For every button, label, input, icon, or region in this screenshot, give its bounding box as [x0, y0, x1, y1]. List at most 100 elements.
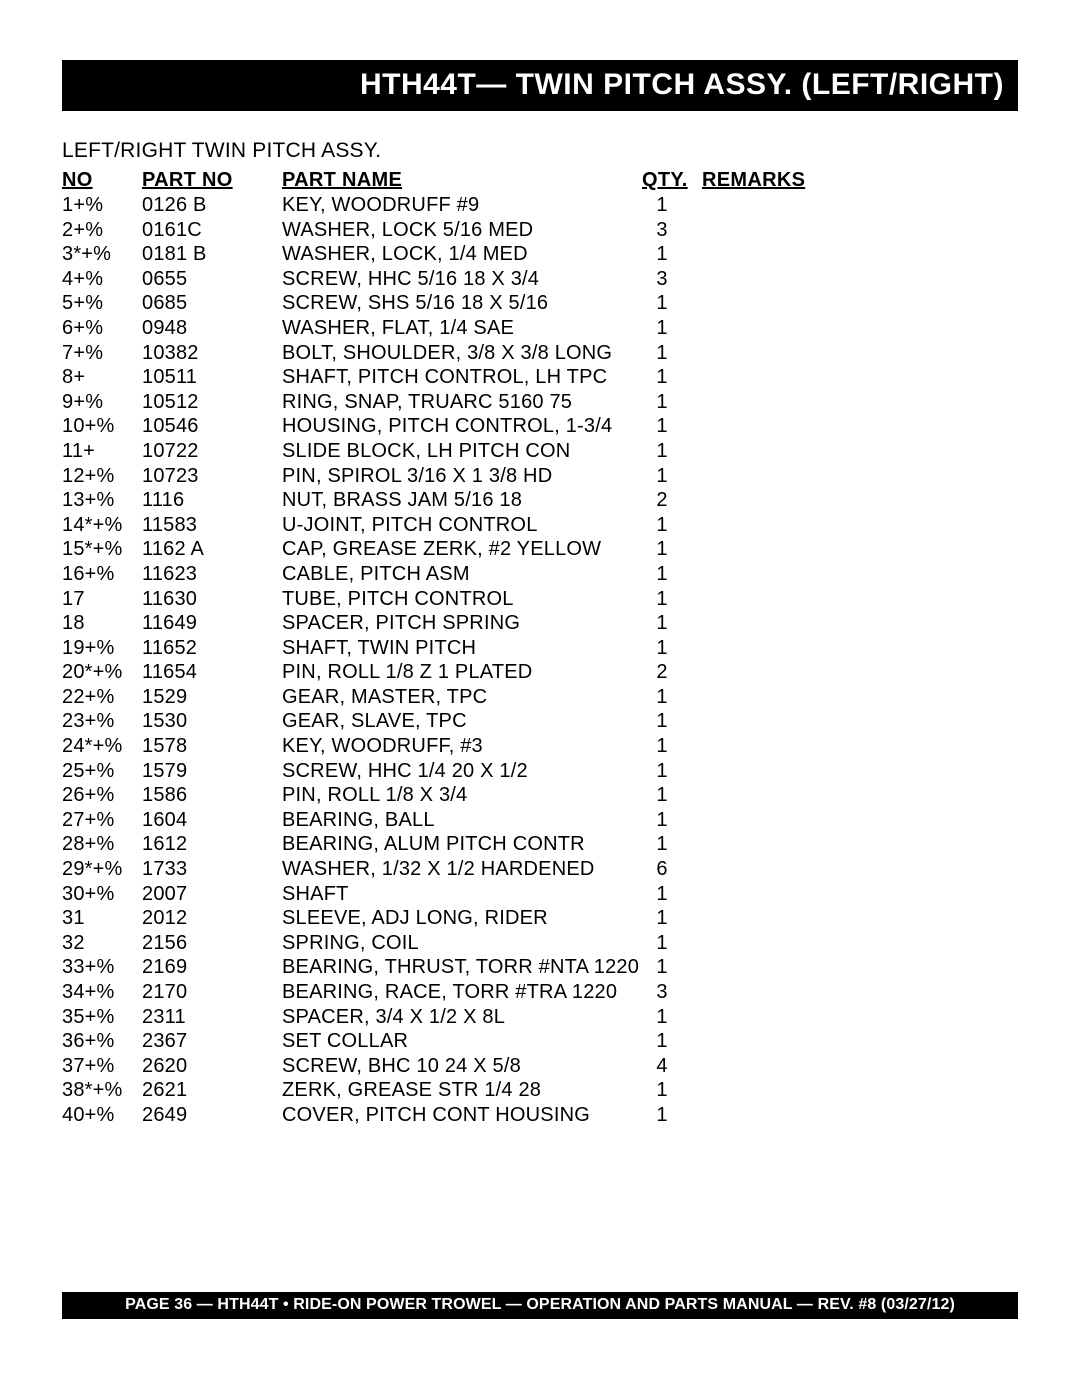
cell-part-no: 2156: [142, 931, 282, 956]
cell-remarks: [702, 587, 1018, 612]
table-row: 19+%11652SHAFT, TWIN PITCH1: [62, 636, 1018, 661]
table-row: 2+%0161CWASHER, LOCK 5/16 MED3: [62, 218, 1018, 243]
table-row: 26+%1586PIN, ROLL 1/8 X 3/41: [62, 783, 1018, 808]
cell-part-no: 10512: [142, 390, 282, 415]
table-row: 23+%1530GEAR, SLAVE, TPC1: [62, 709, 1018, 734]
table-row: 34+%2170BEARING, RACE, TORR #TRA 12203: [62, 980, 1018, 1005]
cell-remarks: [702, 808, 1018, 833]
cell-qty: 1: [642, 291, 702, 316]
cell-qty: 4: [642, 1054, 702, 1079]
cell-qty: 1: [642, 341, 702, 366]
cell-part-no: 1578: [142, 734, 282, 759]
cell-part-name: SHAFT: [282, 882, 642, 907]
cell-no: 18: [62, 611, 142, 636]
cell-part-no: 1733: [142, 857, 282, 882]
cell-no: 27+%: [62, 808, 142, 833]
cell-part-name: CAP, GREASE ZERK, #2 YELLOW: [282, 537, 642, 562]
cell-part-name: SCREW, HHC 1/4 20 X 1/2: [282, 759, 642, 784]
cell-qty: 1: [642, 734, 702, 759]
cell-part-no: 11649: [142, 611, 282, 636]
cell-part-no: 2620: [142, 1054, 282, 1079]
cell-part-name: SHAFT, PITCH CONTROL, LH TPC: [282, 365, 642, 390]
cell-remarks: [702, 611, 1018, 636]
table-row: 3*+%0181 BWASHER, LOCK, 1/4 MED1: [62, 242, 1018, 267]
cell-no: 28+%: [62, 832, 142, 857]
cell-remarks: [702, 1103, 1018, 1128]
cell-remarks: [702, 906, 1018, 931]
cell-remarks: [702, 685, 1018, 710]
cell-qty: 1: [642, 439, 702, 464]
cell-part-no: 2169: [142, 955, 282, 980]
cell-qty: 1: [642, 242, 702, 267]
cell-no: 31: [62, 906, 142, 931]
cell-part-name: ZERK, GREASE STR 1/4 28: [282, 1078, 642, 1103]
cell-part-name: WASHER, 1/32 X 1/2 HARDENED: [282, 857, 642, 882]
assembly-subtitle: LEFT/RIGHT TWIN PITCH ASSY.: [62, 139, 1018, 163]
table-row: 322156SPRING, COIL1: [62, 931, 1018, 956]
table-row: 30+%2007SHAFT1: [62, 882, 1018, 907]
table-row: 29*+%1733WASHER, 1/32 X 1/2 HARDENED6: [62, 857, 1018, 882]
table-row: 22+%1529GEAR, MASTER, TPC1: [62, 685, 1018, 710]
cell-part-no: 2170: [142, 980, 282, 1005]
cell-part-no: 10511: [142, 365, 282, 390]
cell-part-no: 2649: [142, 1103, 282, 1128]
cell-remarks: [702, 832, 1018, 857]
cell-no: 5+%: [62, 291, 142, 316]
cell-remarks: [702, 1005, 1018, 1030]
table-row: 38*+%2621ZERK, GREASE STR 1/4 281: [62, 1078, 1018, 1103]
cell-qty: 1: [642, 882, 702, 907]
cell-no: 16+%: [62, 562, 142, 587]
cell-part-name: NUT, BRASS JAM 5/16 18: [282, 488, 642, 513]
cell-qty: 1: [642, 906, 702, 931]
cell-part-no: 0948: [142, 316, 282, 341]
cell-no: 9+%: [62, 390, 142, 415]
cell-part-no: 1162 A: [142, 537, 282, 562]
cell-remarks: [702, 1054, 1018, 1079]
cell-part-no: 2367: [142, 1029, 282, 1054]
cell-part-no: 0126 B: [142, 193, 282, 218]
cell-part-name: BEARING, RACE, TORR #TRA 1220: [282, 980, 642, 1005]
cell-no: 15*+%: [62, 537, 142, 562]
cell-remarks: [702, 1078, 1018, 1103]
cell-part-no: 11652: [142, 636, 282, 661]
cell-no: 38*+%: [62, 1078, 142, 1103]
cell-part-no: 1529: [142, 685, 282, 710]
cell-no: 25+%: [62, 759, 142, 784]
cell-no: 1+%: [62, 193, 142, 218]
cell-remarks: [702, 709, 1018, 734]
cell-part-name: GEAR, MASTER, TPC: [282, 685, 642, 710]
cell-no: 17: [62, 587, 142, 612]
cell-part-name: BEARING, THRUST, TORR #NTA 1220: [282, 955, 642, 980]
table-row: 312012SLEEVE, ADJ LONG, RIDER1: [62, 906, 1018, 931]
cell-no: 10+%: [62, 414, 142, 439]
table-row: 27+%1604BEARING, BALL1: [62, 808, 1018, 833]
cell-no: 13+%: [62, 488, 142, 513]
cell-remarks: [702, 316, 1018, 341]
cell-remarks: [702, 734, 1018, 759]
cell-qty: 1: [642, 562, 702, 587]
col-header-part-no: PART NO: [142, 169, 282, 193]
cell-qty: 1: [642, 759, 702, 784]
cell-qty: 2: [642, 488, 702, 513]
cell-part-no: 2621: [142, 1078, 282, 1103]
cell-no: 2+%: [62, 218, 142, 243]
cell-part-name: PIN, ROLL 1/8 Z 1 PLATED: [282, 660, 642, 685]
parts-table: NO PART NO PART NAME QTY. REMARKS 1+%012…: [62, 169, 1018, 1128]
cell-remarks: [702, 882, 1018, 907]
cell-part-no: 0685: [142, 291, 282, 316]
cell-no: 8+: [62, 365, 142, 390]
cell-remarks: [702, 291, 1018, 316]
cell-part-no: 11583: [142, 513, 282, 538]
cell-remarks: [702, 488, 1018, 513]
table-row: 4+%0655SCREW, HHC 5/16 18 X 3/43: [62, 267, 1018, 292]
cell-qty: 1: [642, 685, 702, 710]
cell-qty: 1: [642, 808, 702, 833]
cell-no: 30+%: [62, 882, 142, 907]
cell-qty: 1: [642, 636, 702, 661]
cell-part-no: 11654: [142, 660, 282, 685]
table-row: 24*+%1578KEY, WOODRUFF, #31: [62, 734, 1018, 759]
cell-part-name: SLEEVE, ADJ LONG, RIDER: [282, 906, 642, 931]
cell-remarks: [702, 955, 1018, 980]
table-row: 10+%10546HOUSING, PITCH CONTROL, 1-3/41: [62, 414, 1018, 439]
cell-part-no: 0161C: [142, 218, 282, 243]
